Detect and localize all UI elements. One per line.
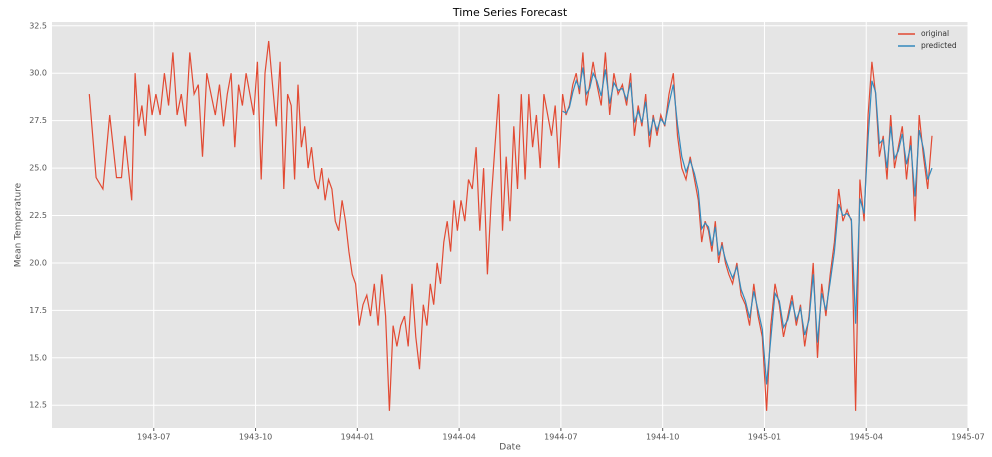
- line-series: [562, 67, 933, 385]
- y-tick-label: 30.0: [29, 69, 47, 78]
- x-tick-label: 1943-10: [239, 433, 272, 442]
- y-axis-label: Mean Temperature: [14, 182, 24, 267]
- y-tick-label: 17.5: [29, 306, 47, 315]
- line-series: [88, 40, 933, 411]
- y-tick-label: 27.5: [29, 116, 47, 125]
- y-tick-label: 25.0: [29, 164, 47, 173]
- x-tick-label: 1943-07: [137, 433, 170, 442]
- x-tick-label: 1945-04: [850, 433, 883, 442]
- y-tick-label: 20.0: [29, 258, 47, 267]
- plot-area: [52, 22, 968, 428]
- x-tick-label: 1944-01: [341, 433, 374, 442]
- y-tick-label: 32.5: [29, 21, 47, 30]
- x-tick-label: 1944-10: [646, 433, 679, 442]
- x-tick-label: 1944-07: [544, 433, 577, 442]
- y-tick-label: 12.5: [29, 401, 47, 410]
- x-tick-label: 1944-04: [442, 433, 475, 442]
- y-tick-label: 22.5: [29, 211, 47, 220]
- legend-label: predicted: [921, 41, 957, 50]
- x-tick-label: 1945-01: [748, 433, 781, 442]
- legend-label: original: [921, 29, 949, 38]
- y-tick-label: 15.0: [29, 353, 47, 362]
- x-tick-label: 1945-07: [951, 433, 984, 442]
- chart-title: Time Series Forecast: [452, 6, 568, 19]
- x-axis-label: Date: [499, 443, 521, 453]
